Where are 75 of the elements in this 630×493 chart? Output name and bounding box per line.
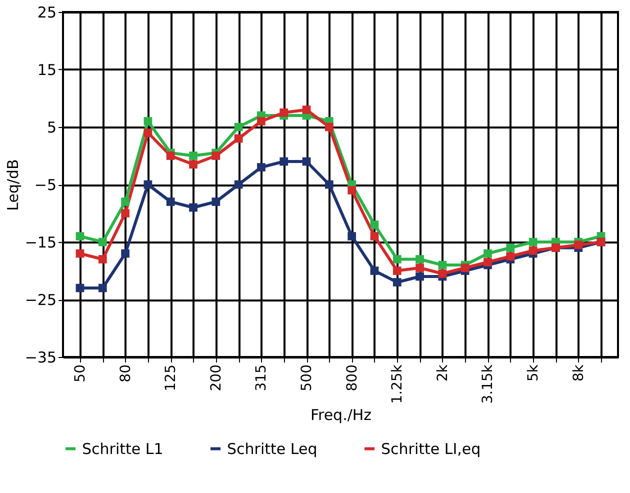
point	[460, 264, 470, 272]
y-tick-label: 25	[37, 4, 56, 22]
point	[370, 220, 379, 229]
point	[484, 249, 492, 258]
point	[189, 152, 198, 160]
y-tick-label: 5	[46, 118, 56, 136]
legend-label: Schritte Leq	[227, 440, 318, 458]
x-tick-label: 2k	[434, 364, 451, 382]
point	[144, 117, 152, 126]
point	[506, 244, 515, 252]
point	[528, 246, 538, 255]
point	[257, 163, 266, 172]
x-tick-label: 80	[118, 364, 134, 382]
point	[234, 134, 243, 143]
point	[144, 180, 152, 189]
x-tick-label: 200	[208, 364, 224, 392]
legend-label: Schritte L1	[82, 440, 164, 458]
x-tick-label: 800	[344, 364, 360, 392]
point	[166, 198, 175, 206]
y-axis-title: Leq/dB	[4, 159, 22, 211]
x-axis-title: Freq./Hz	[310, 406, 372, 424]
x-tick-label: 1.25k	[390, 364, 406, 404]
point	[212, 152, 220, 160]
point	[98, 284, 107, 292]
point	[348, 186, 356, 194]
x-tick-label: 50	[72, 364, 88, 382]
point	[76, 249, 84, 258]
x-tick-label: 5k	[526, 364, 542, 382]
point	[324, 122, 334, 132]
point	[392, 278, 402, 286]
point	[98, 255, 107, 264]
point	[257, 117, 266, 126]
point	[76, 232, 84, 240]
point	[144, 128, 152, 137]
point	[121, 198, 130, 206]
point	[416, 264, 424, 272]
point	[166, 152, 175, 160]
x-tick-label: 8k	[570, 364, 587, 382]
x-tick-label: 500	[299, 364, 316, 392]
legend-label: Schritte LI,eq	[381, 440, 481, 458]
y-tick-label: 15	[37, 61, 56, 79]
point	[121, 209, 130, 218]
point	[234, 180, 243, 189]
point	[189, 203, 198, 212]
point	[280, 108, 288, 117]
point	[212, 198, 220, 206]
point	[574, 240, 583, 250]
point	[416, 255, 424, 264]
y-tick-label: −25	[24, 291, 56, 309]
point	[438, 269, 447, 278]
point	[280, 157, 288, 166]
point	[121, 249, 130, 258]
x-tick-label: 315	[254, 364, 270, 392]
y-tick-label: −5	[34, 176, 56, 194]
point	[348, 232, 356, 240]
point	[324, 180, 334, 189]
point	[392, 255, 402, 264]
point	[506, 252, 515, 261]
point	[370, 266, 379, 275]
point	[484, 258, 492, 266]
point	[416, 272, 424, 281]
x-tick-label: 125	[163, 364, 180, 392]
point	[234, 122, 243, 132]
point	[438, 260, 447, 270]
point	[76, 284, 84, 292]
point	[528, 238, 538, 246]
point	[302, 106, 311, 114]
point	[98, 238, 107, 246]
point	[302, 157, 311, 166]
x-tick-label: 3.15k	[480, 364, 496, 404]
point	[189, 160, 198, 169]
point	[370, 232, 379, 240]
y-tick-label: −15	[24, 234, 56, 252]
y-tick-label: −35	[24, 348, 56, 366]
point	[392, 266, 402, 275]
